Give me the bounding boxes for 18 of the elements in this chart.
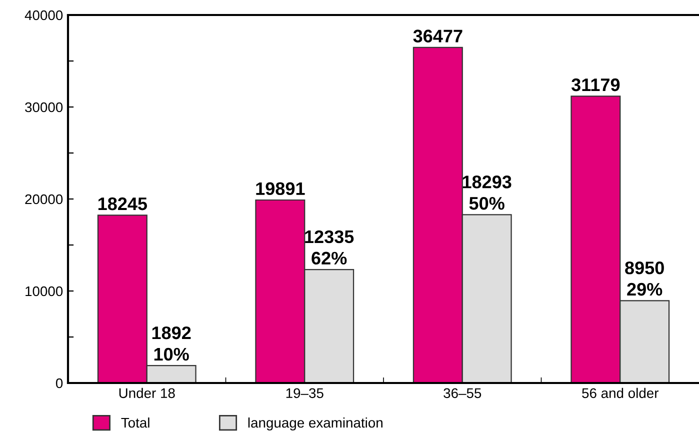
y-tick-label: 30000 — [25, 102, 63, 112]
legend-label: Total — [121, 417, 150, 428]
y-tick-label: 0 — [56, 378, 63, 388]
data-label: 36477 — [413, 30, 462, 42]
data-label: 1892 10% — [152, 326, 191, 361]
data-label: 12335 62% — [305, 230, 354, 265]
legend-label: language examination — [248, 417, 382, 430]
y-tick-label: 10000 — [26, 286, 63, 296]
y-tick-label: 40000 — [24, 10, 63, 20]
y-tick-label: 20000 — [25, 194, 63, 204]
x-tick-label: 56 and older — [582, 388, 659, 398]
x-tick-label: Under 18 — [119, 388, 175, 398]
data-label: 18245 — [98, 197, 148, 210]
data-label: 31179 — [571, 78, 620, 92]
x-tick-label: 19–35 — [286, 388, 324, 398]
data-label: 8950 29% — [625, 262, 664, 296]
x-tick-label: 36–55 — [444, 388, 482, 398]
data-label: 19891 — [256, 182, 305, 196]
